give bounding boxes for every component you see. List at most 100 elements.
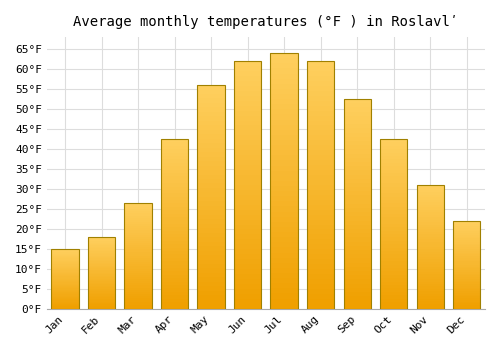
Bar: [380, 169, 407, 173]
Bar: [88, 256, 116, 257]
Bar: [52, 302, 79, 303]
Bar: [88, 270, 116, 271]
Bar: [234, 61, 262, 309]
Bar: [380, 254, 407, 258]
Bar: [234, 111, 262, 116]
Bar: [270, 79, 298, 84]
Bar: [380, 237, 407, 241]
Bar: [234, 66, 262, 71]
Bar: [380, 227, 407, 231]
Bar: [234, 155, 262, 160]
Bar: [270, 247, 298, 252]
Bar: [270, 140, 298, 145]
Bar: [124, 296, 152, 298]
Bar: [270, 176, 298, 181]
Bar: [124, 271, 152, 273]
Bar: [307, 125, 334, 131]
Bar: [416, 225, 444, 227]
Bar: [380, 146, 407, 149]
Bar: [453, 265, 480, 267]
Bar: [88, 253, 116, 254]
Bar: [52, 260, 79, 261]
Bar: [234, 219, 262, 225]
Bar: [161, 295, 188, 299]
Bar: [416, 244, 444, 247]
Bar: [344, 158, 371, 162]
Bar: [198, 201, 225, 206]
Bar: [270, 278, 298, 283]
Bar: [380, 210, 407, 214]
Bar: [307, 289, 334, 294]
Bar: [416, 257, 444, 259]
Bar: [307, 66, 334, 71]
Bar: [124, 228, 152, 230]
Bar: [380, 295, 407, 299]
Bar: [124, 300, 152, 302]
Bar: [124, 264, 152, 266]
Bar: [161, 278, 188, 282]
Bar: [88, 237, 116, 238]
Bar: [380, 176, 407, 180]
Bar: [88, 258, 116, 260]
Bar: [270, 288, 298, 293]
Bar: [307, 86, 334, 91]
Bar: [416, 306, 444, 309]
Bar: [198, 246, 225, 251]
Bar: [270, 130, 298, 135]
Bar: [124, 268, 152, 271]
Bar: [88, 274, 116, 276]
Bar: [234, 135, 262, 140]
Bar: [161, 254, 188, 258]
Bar: [344, 267, 371, 271]
Bar: [88, 302, 116, 303]
Bar: [88, 292, 116, 293]
Bar: [307, 215, 334, 219]
Bar: [52, 266, 79, 267]
Bar: [416, 202, 444, 205]
Bar: [453, 224, 480, 226]
Bar: [161, 203, 188, 207]
Bar: [234, 76, 262, 81]
Bar: [453, 274, 480, 275]
Bar: [198, 125, 225, 130]
Bar: [124, 203, 152, 309]
Bar: [453, 295, 480, 296]
Bar: [198, 228, 225, 233]
Bar: [453, 286, 480, 288]
Bar: [124, 214, 152, 216]
Bar: [52, 288, 79, 289]
Bar: [161, 187, 188, 190]
Bar: [307, 210, 334, 215]
Bar: [380, 302, 407, 305]
Bar: [416, 227, 444, 230]
Bar: [307, 140, 334, 145]
Bar: [52, 275, 79, 276]
Bar: [270, 232, 298, 237]
Bar: [52, 292, 79, 293]
Bar: [234, 71, 262, 76]
Bar: [380, 261, 407, 265]
Bar: [270, 258, 298, 263]
Bar: [124, 205, 152, 207]
Bar: [88, 257, 116, 258]
Bar: [88, 289, 116, 290]
Bar: [198, 166, 225, 170]
Bar: [124, 209, 152, 211]
Bar: [344, 296, 371, 300]
Bar: [124, 284, 152, 286]
Bar: [416, 274, 444, 276]
Bar: [234, 200, 262, 205]
Bar: [416, 219, 444, 222]
Bar: [453, 247, 480, 249]
Bar: [416, 284, 444, 286]
Bar: [270, 293, 298, 299]
Bar: [161, 261, 188, 265]
Bar: [198, 282, 225, 286]
Bar: [453, 244, 480, 245]
Bar: [124, 247, 152, 250]
Bar: [124, 216, 152, 218]
Bar: [234, 264, 262, 269]
Bar: [307, 155, 334, 160]
Bar: [161, 139, 188, 142]
Bar: [234, 299, 262, 304]
